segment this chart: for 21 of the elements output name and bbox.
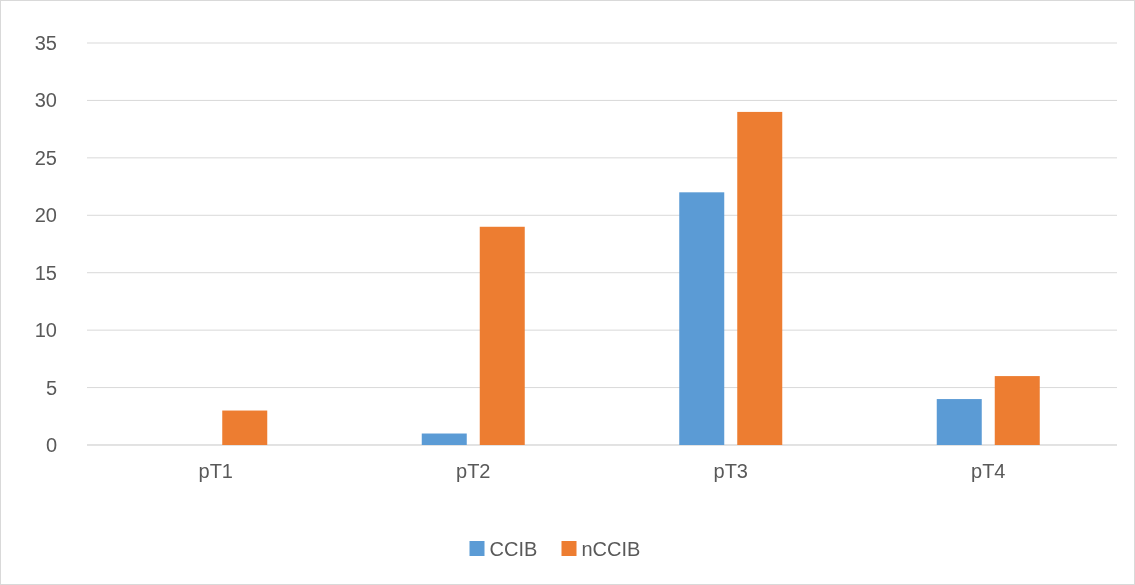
bar [737,111,783,445]
y-tick-label: 15 [34,261,57,284]
bar [936,399,982,445]
y-tick-label: 20 [34,204,57,227]
y-tick-label: 5 [45,376,57,399]
bar [679,192,725,445]
bar [421,433,467,445]
y-tick-label: 35 [34,32,57,54]
y-tick-label: 0 [45,434,57,456]
x-tick-label: pT2 [456,460,491,482]
x-tick-label: pT3 [713,460,748,482]
bar [222,410,268,445]
x-tick-label: pT1 [198,460,233,482]
y-tick-label: 10 [34,319,57,342]
bar [479,226,525,445]
y-tick-label: 25 [34,146,57,169]
bar [994,376,1040,445]
y-tick-label: 30 [34,89,57,112]
x-tick-label: pT4 [971,460,1006,482]
legend-label: CCIB [489,538,538,560]
legend-label: nCCIB [581,538,641,560]
